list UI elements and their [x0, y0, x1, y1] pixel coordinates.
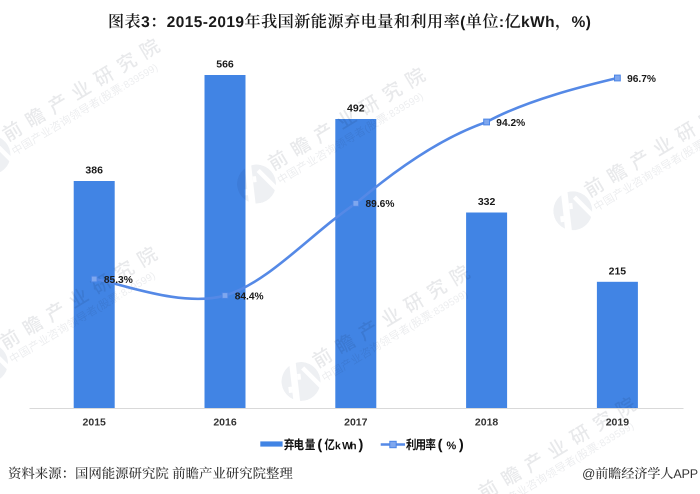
svg-text:492: 492 — [347, 103, 365, 115]
svg-text:332: 332 — [478, 196, 496, 208]
svg-text:2016: 2016 — [213, 416, 237, 428]
svg-text:2019: 2019 — [606, 416, 630, 428]
svg-text:84.4%: 84.4% — [235, 291, 264, 302]
svg-text:85.3%: 85.3% — [104, 275, 133, 286]
svg-text:89.6%: 89.6% — [366, 199, 395, 210]
svg-text:2018: 2018 — [475, 416, 499, 428]
svg-text:215: 215 — [609, 266, 627, 278]
svg-text:566: 566 — [216, 59, 234, 71]
svg-text:386: 386 — [85, 165, 103, 177]
svg-text:2017: 2017 — [344, 416, 368, 428]
svg-text:94.2%: 94.2% — [496, 118, 525, 129]
svg-text:96.7%: 96.7% — [627, 74, 656, 85]
svg-text:2015: 2015 — [83, 416, 107, 428]
